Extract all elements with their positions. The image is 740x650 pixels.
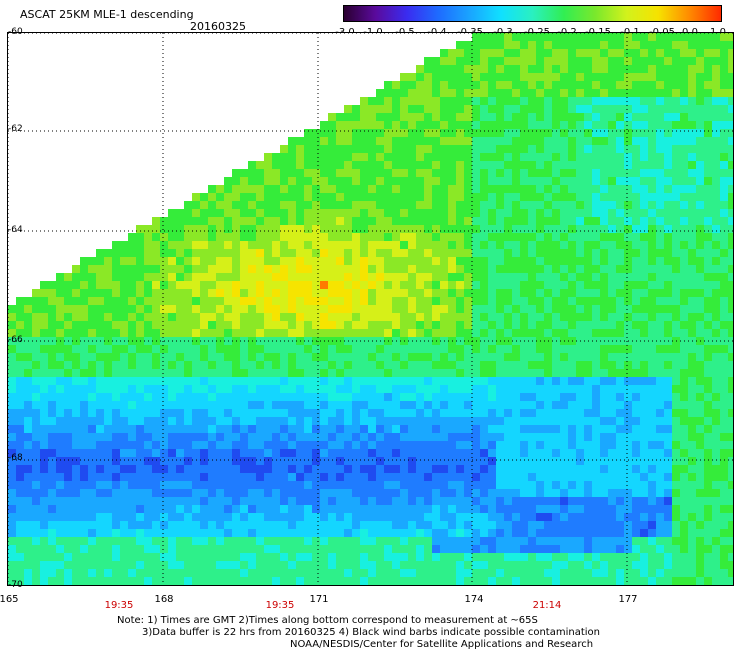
time-label: 21:14 [532, 600, 562, 611]
lat-label: -64 [8, 225, 23, 235]
lat-label: -70 [8, 580, 23, 590]
colorbar [343, 5, 722, 22]
time-label: 19:35 [104, 600, 134, 611]
lat-label: -68 [8, 453, 23, 463]
wind-field-grid [8, 33, 733, 585]
map-title: ASCAT 25KM MLE-1 descending [20, 8, 194, 21]
note-line-1: Note: 1) Times are GMT 2)Times along bot… [117, 615, 538, 626]
lat-label: -60 [8, 27, 23, 37]
ascat-map [7, 32, 734, 586]
lon-label: 177 [618, 594, 638, 605]
note-line-3: NOAA/NESDIS/Center for Satellite Applica… [290, 639, 594, 650]
lon-label: 174 [464, 594, 484, 605]
lon-label: 165 [0, 594, 19, 605]
lon-label: 171 [309, 594, 329, 605]
note-line-2: 3)Data buffer is 22 hrs from 20160325 4)… [142, 627, 600, 638]
map-date: 20160325 [190, 20, 246, 33]
lon-label: 168 [154, 594, 174, 605]
lat-label: -66 [8, 335, 23, 345]
time-label: 19:35 [265, 600, 295, 611]
lat-label: -62 [8, 124, 23, 134]
